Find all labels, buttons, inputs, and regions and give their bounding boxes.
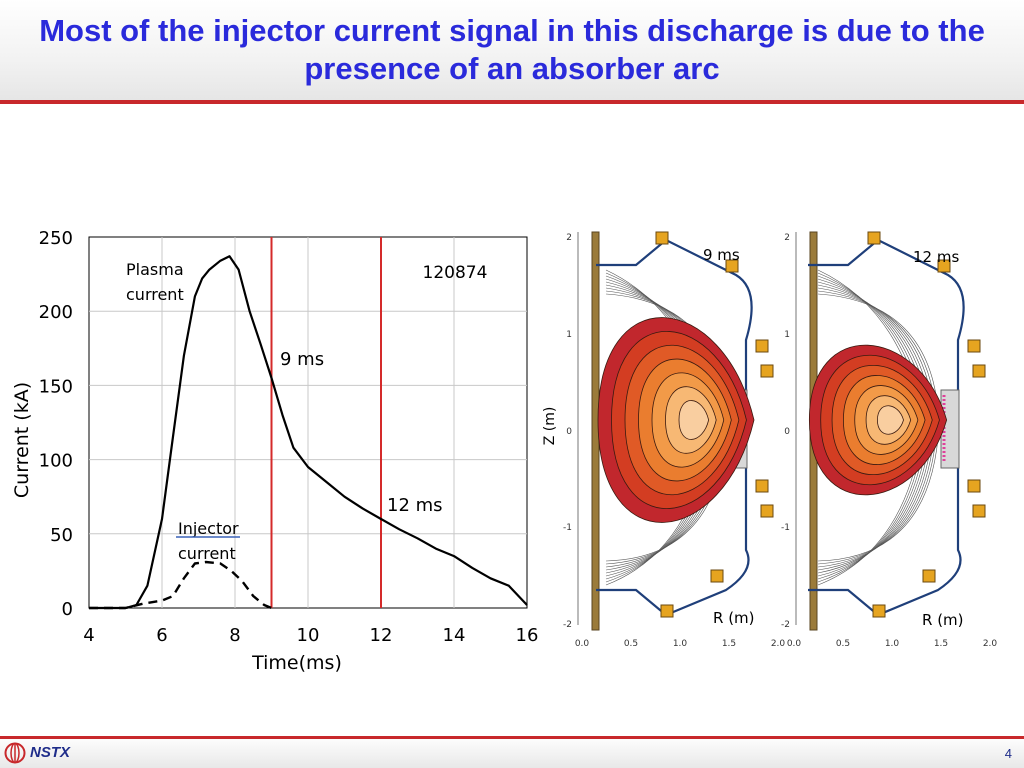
plasma-contour <box>877 405 904 435</box>
legend-injector-line2: current <box>178 544 236 563</box>
panel-time-12ms: 12 ms <box>913 248 959 266</box>
panel-y-tick: -2 <box>781 620 790 630</box>
marker-label-9ms: 9 ms <box>280 349 324 370</box>
pf-coil <box>760 364 774 378</box>
y-tick-label: 250 <box>39 228 73 249</box>
plasma-current-line <box>89 255 528 610</box>
panel-time-9ms: 9 ms <box>703 246 740 264</box>
injector-current-line <box>89 560 272 610</box>
footer-band <box>0 736 1024 768</box>
x-tick-label: 4 <box>83 625 94 646</box>
pf-coil <box>867 231 881 245</box>
panel-x-tick: 2.0 <box>771 639 786 649</box>
legend-injector-line1: Injector <box>178 519 239 538</box>
panel-y-tick: 0 <box>784 427 790 437</box>
x-axis-label: Time(ms) <box>251 652 342 674</box>
panel-x-tick: 1.5 <box>934 639 948 649</box>
footer-logo-text: NSTX <box>30 744 71 761</box>
legend-plasma-line1: Plasma <box>126 260 184 279</box>
panel-x-tick: 1.5 <box>722 639 736 649</box>
x-tick-label: 16 <box>516 625 539 646</box>
vessel-outline <box>808 238 965 617</box>
z-axis-label: Z (m) <box>542 407 558 446</box>
panel-x-tick: 0.5 <box>624 639 638 649</box>
title-rule <box>0 100 1024 104</box>
panel-x-tick: 2.0 <box>983 639 998 649</box>
footer-rule <box>0 736 1024 739</box>
pf-coil <box>922 569 936 583</box>
y-tick-label: 150 <box>39 376 73 397</box>
panel-y-tick: -2 <box>563 620 572 630</box>
current-chart: 0 50 100 150 200 250 4 6 8 10 12 14 16 Current (kA)… <box>11 228 539 674</box>
panel-y-tick: 2 <box>784 233 790 243</box>
shot-number: 120874 <box>423 263 488 283</box>
pf-coil <box>937 259 951 273</box>
pf-coil <box>725 259 739 273</box>
legend-injector-current: Injector current <box>178 519 244 563</box>
pf-coil <box>760 504 774 518</box>
panel-x-tick: 0.0 <box>575 639 590 649</box>
panel-y-tick: 1 <box>566 330 572 340</box>
plasma-contour <box>678 400 710 440</box>
pf-coil <box>755 339 769 353</box>
panel-x-tick: 0.5 <box>836 639 850 649</box>
equilibrium-diagram: -2 -1 0 1 2 0.0 0.5 1.0 1.5 2.0 -2 -1 0 1 2 0.0 0.5 1.0 1… <box>542 231 998 649</box>
panel-y-tick: -1 <box>563 523 572 533</box>
legend-plasma-line2: current <box>126 285 184 304</box>
slide-title: Most of the injector current signal in t… <box>39 13 985 86</box>
legend-plasma-current: Plasma current <box>126 260 189 304</box>
x-tick-label: 14 <box>443 625 466 646</box>
title-band <box>0 0 1024 100</box>
equilibrium-panel-12ms: -2 -1 0 1 2 0.0 0.5 1.0 1.5 2.0 <box>781 231 998 649</box>
pf-coil <box>655 231 669 245</box>
pf-coil <box>872 604 886 618</box>
panel-y-tick: 1 <box>784 330 790 340</box>
y-tick-label: 0 <box>62 599 73 620</box>
x-tick-label: 10 <box>297 625 320 646</box>
pf-coil <box>972 364 986 378</box>
r-axis-label-left: R (m) <box>713 609 755 627</box>
panel-x-tick: 1.0 <box>885 639 900 649</box>
x-tick-label: 12 <box>370 625 393 646</box>
page-number: 4 <box>1004 746 1012 761</box>
x-tick-label: 8 <box>229 625 240 646</box>
panel-x-tick: 0.0 <box>787 639 802 649</box>
panel-y-tick: -1 <box>781 523 790 533</box>
nstx-logo-icon <box>4 742 26 764</box>
panel-y-tick: 0 <box>566 427 572 437</box>
pf-coil <box>967 479 981 493</box>
pf-coil <box>755 479 769 493</box>
pf-coil <box>972 504 986 518</box>
y-axis-label: Current (kA) <box>11 382 33 498</box>
pf-coil <box>967 339 981 353</box>
pf-coil <box>710 569 724 583</box>
marker-label-12ms: 12 ms <box>387 495 443 516</box>
y-tick-label: 100 <box>39 451 73 472</box>
x-tick-label: 6 <box>156 625 167 646</box>
y-tick-label: 50 <box>50 525 73 546</box>
panel-y-tick: 2 <box>566 233 572 243</box>
equilibrium-panel-9ms: -2 -1 0 1 2 0.0 0.5 1.0 1.5 2.0 <box>563 231 786 649</box>
pf-coil <box>660 604 674 618</box>
panel-x-tick: 1.0 <box>673 639 688 649</box>
r-axis-label-right: R (m) <box>922 611 964 629</box>
y-tick-label: 200 <box>39 302 73 323</box>
vessel-outline <box>596 238 753 617</box>
